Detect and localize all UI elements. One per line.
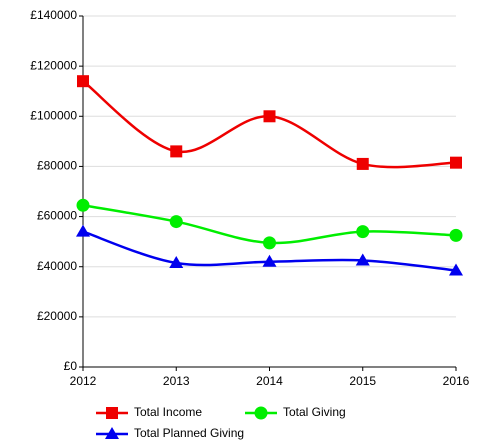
legend-marker xyxy=(106,407,118,419)
x-tick-label: 2015 xyxy=(349,374,376,388)
series-line xyxy=(82,80,457,169)
data-point xyxy=(169,255,184,268)
x-tick-label: 2014 xyxy=(256,374,283,388)
y-tick-label: £120000 xyxy=(30,58,77,72)
legend-label: Total Giving xyxy=(283,405,346,419)
data-point xyxy=(450,156,462,169)
x-tick-label: 2012 xyxy=(70,374,97,388)
data-point xyxy=(262,254,277,267)
legend-marker xyxy=(105,427,119,439)
y-tick-label: £0 xyxy=(64,359,78,373)
data-point xyxy=(263,110,276,123)
data-point xyxy=(449,263,463,276)
data-point xyxy=(169,215,183,229)
data-point xyxy=(76,224,90,237)
y-tick-label: £80000 xyxy=(37,159,77,173)
data-point xyxy=(355,253,370,266)
y-tick-label: £140000 xyxy=(30,8,77,22)
legend-label: Total Planned Giving xyxy=(134,426,244,440)
y-tick-label: £60000 xyxy=(37,209,77,223)
data-point xyxy=(356,225,370,239)
y-tick-label: £40000 xyxy=(37,259,77,273)
legend-marker xyxy=(254,406,268,420)
x-tick-label: 2016 xyxy=(443,374,470,388)
data-point xyxy=(449,228,463,242)
data-point xyxy=(77,75,89,88)
legend-label: Total Income xyxy=(134,405,202,419)
data-point xyxy=(76,198,90,212)
data-point xyxy=(263,236,276,250)
x-tick-label: 2013 xyxy=(163,374,190,388)
data-point xyxy=(170,145,183,158)
y-tick-label: £20000 xyxy=(37,309,77,323)
y-tick-label: £100000 xyxy=(30,108,77,122)
data-point xyxy=(356,157,369,170)
